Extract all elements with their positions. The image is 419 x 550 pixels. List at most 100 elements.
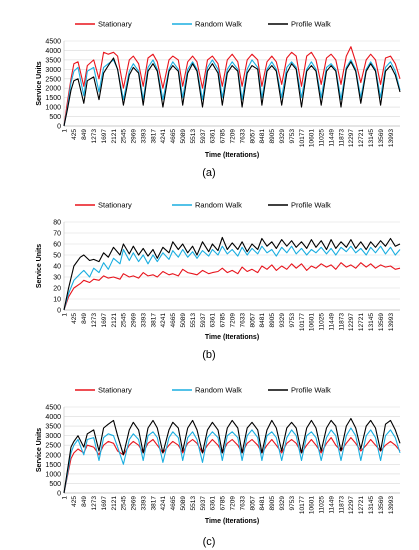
y-tick-label: 500 (49, 114, 61, 121)
x-tick-label: 9329 (279, 313, 286, 328)
x-tick-label: 2121 (111, 313, 118, 328)
x-tick-label: 1697 (101, 129, 108, 144)
x-tick-label: 2545 (121, 313, 128, 328)
y-tick-label: 4500 (45, 39, 61, 46)
y-axis-label: Service Units (36, 61, 43, 105)
x-tick-label: 4241 (160, 496, 167, 511)
x-tick-label: 1697 (101, 313, 108, 328)
series-line-profile-walk (63, 57, 401, 127)
x-tick-label: 12721 (358, 496, 365, 514)
legend-label: Stationary (98, 201, 132, 210)
x-tick-label: 8905 (269, 129, 276, 144)
panel-caption: (b) (202, 349, 215, 361)
y-axis-label: Service Units (36, 428, 43, 472)
x-tick-label: 849 (81, 129, 88, 140)
x-tick-label: 2969 (131, 496, 138, 511)
x-tick-label: 425 (71, 129, 78, 140)
series-line-stationary (63, 46, 401, 127)
x-tick-label: 5937 (200, 496, 207, 511)
y-tick-label: 50 (53, 253, 61, 260)
x-tick-label: 3393 (140, 313, 147, 328)
x-tick-label: 9329 (279, 496, 286, 511)
x-tick-label: 13569 (378, 129, 385, 147)
x-tick-label: 11873 (338, 129, 345, 147)
x-tick-label: 5937 (200, 129, 207, 144)
x-tick-label: 5513 (190, 496, 197, 511)
x-tick-label: 1 (61, 129, 68, 133)
legend-label: Profile Walk (291, 386, 331, 395)
y-tick-label: 3500 (45, 424, 61, 431)
x-tick-label: 9753 (289, 129, 296, 144)
y-tick-label: 2000 (45, 86, 61, 93)
y-tick-label: 2500 (45, 76, 61, 83)
x-tick-label: 10601 (309, 129, 316, 147)
x-tick-label: 11873 (338, 496, 345, 514)
x-tick-label: 13569 (378, 313, 385, 331)
x-tick-label: 425 (71, 496, 78, 507)
x-tick-label: 6785 (220, 313, 227, 328)
y-tick-label: 4500 (45, 405, 61, 412)
x-tick-label: 7633 (239, 313, 246, 328)
x-tick-label: 1273 (91, 313, 98, 328)
y-tick-label: 1500 (45, 95, 61, 102)
x-tick-label: 13993 (388, 313, 395, 331)
x-tick-label: 1 (61, 496, 68, 500)
x-tick-label: 6361 (210, 313, 217, 328)
y-tick-label: 2000 (45, 452, 61, 459)
x-tick-label: 5513 (190, 129, 197, 144)
x-tick-label: 425 (71, 313, 78, 324)
x-tick-label: 10601 (309, 496, 316, 514)
x-tick-label: 4665 (170, 129, 177, 144)
y-tick-label: 0 (57, 308, 61, 315)
chart-panel-1: 0 500 1000 1500 2000 2500 3000 3500 4000 4500 1 425… (36, 20, 401, 179)
x-tick-label: 8481 (259, 129, 266, 144)
x-tick-label: 11449 (328, 129, 335, 147)
y-tick-label: 3000 (45, 433, 61, 440)
panel-caption: (c) (203, 536, 216, 548)
x-tick-label: 6361 (210, 129, 217, 144)
legend-label: Profile Walk (291, 201, 331, 210)
x-tick-label: 4241 (160, 313, 167, 328)
x-tick-label: 12297 (348, 496, 355, 514)
x-tick-label: 2121 (111, 496, 118, 511)
x-tick-label: 6361 (210, 496, 217, 511)
x-tick-label: 4665 (170, 313, 177, 328)
x-tick-label: 849 (81, 313, 88, 324)
x-tick-label: 2969 (131, 129, 138, 144)
x-tick-label: 13993 (388, 129, 395, 147)
x-tick-label: 2545 (121, 496, 128, 511)
y-tick-label: 80 (53, 220, 61, 227)
x-tick-label: 1697 (101, 496, 108, 511)
y-tick-label: 0 (57, 124, 61, 131)
x-tick-label: 10601 (309, 313, 316, 331)
y-tick-label: 20 (53, 286, 61, 293)
y-tick-label: 70 (53, 231, 61, 238)
x-tick-label: 12297 (348, 313, 355, 331)
series-line-stationary (63, 437, 401, 494)
x-tick-label: 13145 (368, 313, 375, 331)
legend-label: Random Walk (195, 201, 242, 210)
x-tick-label: 5089 (180, 313, 187, 328)
legend-label: Random Walk (195, 386, 242, 395)
y-tick-label: 40 (53, 264, 61, 271)
x-tick-label: 8481 (259, 496, 266, 511)
x-tick-label: 11449 (328, 313, 335, 331)
legend-label: Profile Walk (291, 20, 331, 29)
x-tick-label: 9329 (279, 129, 286, 144)
x-tick-label: 13145 (368, 129, 375, 147)
series-line-stationary (63, 262, 401, 311)
x-axis-label: Time (Iterations) (205, 334, 259, 341)
x-tick-label: 8905 (269, 313, 276, 328)
legend-label: Random Walk (195, 20, 242, 29)
y-tick-label: 500 (49, 481, 61, 488)
x-tick-label: 13569 (378, 496, 385, 514)
x-axis-label: Time (Iterations) (205, 152, 259, 159)
x-tick-label: 8057 (249, 313, 256, 328)
x-tick-label: 10177 (299, 129, 306, 147)
series-line-profile-walk (63, 236, 401, 311)
y-axis-label: Service Units (36, 244, 43, 288)
y-tick-label: 2500 (45, 443, 61, 450)
y-tick-label: 10 (53, 297, 61, 304)
x-tick-label: 12721 (358, 129, 365, 147)
